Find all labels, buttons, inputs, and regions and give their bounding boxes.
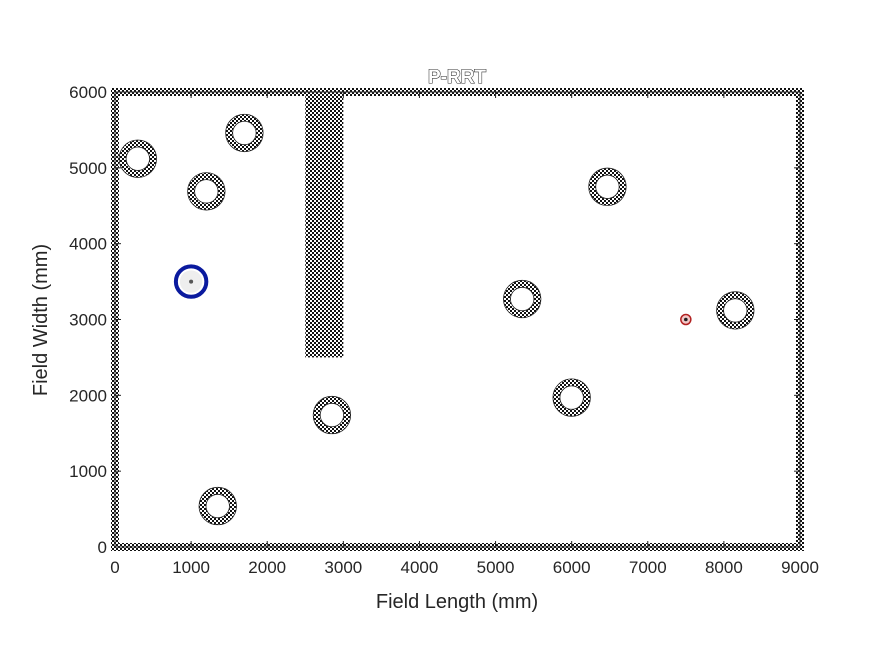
obstacle-ring: [225, 114, 264, 152]
x-tick-label: 6000: [553, 558, 591, 577]
obstacle-circle: [312, 395, 352, 435]
obstacle-ring-inner: [205, 493, 230, 519]
x-tick-label: 2000: [248, 558, 286, 577]
obstacle-ring-inner: [595, 174, 620, 199]
obstacle-ring: [313, 396, 351, 434]
obstacle-ring-inner: [510, 286, 535, 312]
obstacle-ring-outer: [225, 113, 264, 153]
obstacle-ring-inner: [232, 120, 257, 146]
x-axis-label: Field Length (mm): [376, 591, 538, 613]
goal-center: [684, 317, 688, 322]
obstacle-ring-inner: [194, 179, 219, 204]
obstacle-ring-inner: [723, 298, 748, 323]
axes-layer: [114, 91, 801, 548]
x-tick-label: 3000: [324, 558, 362, 577]
obstacle-circle: [716, 291, 755, 330]
y-tick-label: 5000: [69, 159, 107, 178]
x-tick-label: 8000: [705, 558, 743, 577]
y-tick-label: 3000: [69, 311, 107, 330]
obstacle-ring-outer: [588, 167, 627, 206]
wall-layer: [305, 92, 344, 358]
axes-box: [114, 91, 801, 548]
obstacle-circle: [588, 167, 627, 206]
y-tick-label: 6000: [69, 83, 107, 102]
obstacle-ring-outer: [187, 172, 226, 211]
obstacle-ring-outer: [552, 378, 591, 417]
obstacle-ring-outer: [118, 139, 157, 178]
start-ring: [173, 264, 209, 299]
obstacle-circle: [225, 113, 264, 153]
obstacle-ring-outer: [716, 291, 755, 330]
obstacle-ring: [119, 140, 157, 178]
x-tick-label: 4000: [401, 558, 439, 577]
obstacle-ring-inner: [125, 146, 150, 171]
obstacle-circle: [503, 279, 542, 319]
obstacle-ring-inner: [559, 385, 584, 410]
y-tick-label: 4000: [69, 235, 107, 254]
start-marker: [173, 264, 209, 299]
obstacle-circle: [118, 139, 157, 178]
y-tick-label: 2000: [69, 386, 107, 405]
obstacle-ring: [187, 172, 226, 211]
chart-title: P-RRT: [428, 67, 486, 88]
y-tick-label: 1000: [69, 462, 107, 481]
x-tick-label: 1000: [172, 558, 210, 577]
x-tick-label: 9000: [781, 558, 819, 577]
obstacle-ring: [552, 378, 591, 417]
field-layer: [111, 88, 804, 551]
obstacle-ring-inner: [319, 402, 345, 428]
field-boundary: [111, 88, 804, 551]
obstacle-ring-outer: [312, 395, 352, 435]
wall-obstacle: [305, 92, 344, 358]
markers-layer: [173, 264, 692, 326]
x-tick-label: 7000: [629, 558, 667, 577]
obstacle-ring: [716, 291, 755, 330]
obstacle-ring: [588, 168, 627, 206]
goal-marker: [680, 313, 692, 326]
obstacles-layer: [118, 113, 755, 526]
obstacle-circle: [187, 172, 226, 211]
start-center: [189, 279, 194, 284]
y-tick-label: 0: [98, 538, 107, 557]
obstacle-ring-outer: [503, 279, 542, 319]
obstacle-circle: [552, 378, 591, 417]
obstacle-ring: [503, 280, 541, 318]
y-axis-label: Field Width (mm): [30, 244, 52, 396]
x-tick-label: 0: [110, 558, 119, 577]
ticks-layer: 0 1000 2000 3000 4000 5000 6000 7000 8000 9000 0 10…: [69, 83, 819, 577]
x-tick-label: 5000: [477, 558, 515, 577]
obstacle-circle: [198, 486, 237, 526]
obstacle-ring: [199, 487, 237, 525]
obstacle-ring-outer: [198, 486, 237, 526]
